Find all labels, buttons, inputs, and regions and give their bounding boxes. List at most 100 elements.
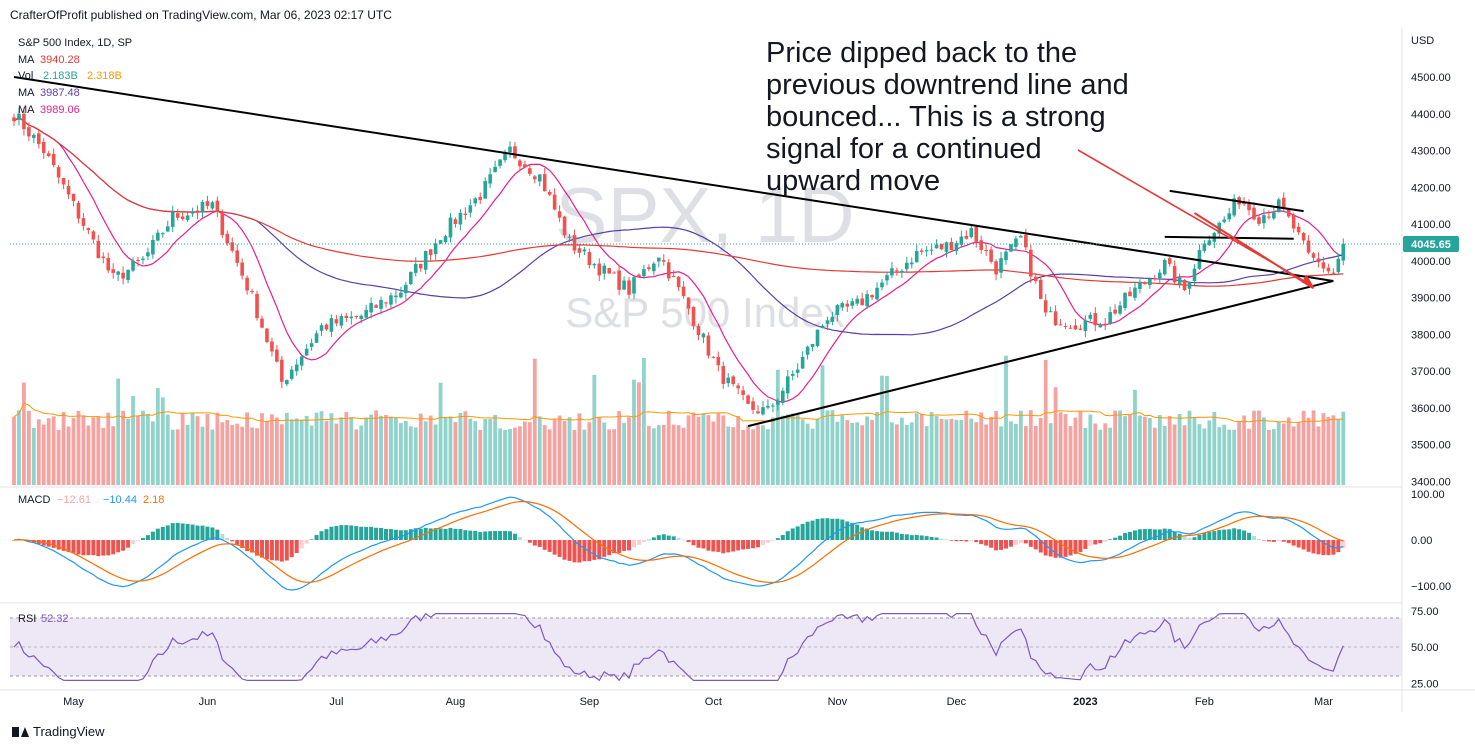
candle-body: [71, 193, 76, 201]
candle-body: [66, 186, 71, 195]
macd-tick-label: 100.00: [1411, 489, 1445, 501]
rsi-axis-ticks: 75.00 50.00 25.00: [1411, 606, 1439, 691]
volume-bar: [1009, 421, 1013, 485]
candle-body: [1108, 312, 1112, 324]
macd-histogram-bar: [319, 531, 324, 540]
volume-bar: [468, 418, 473, 485]
volume-bar: [597, 416, 602, 485]
volume-bar: [1331, 415, 1336, 485]
candle-body: [1277, 199, 1281, 213]
macd-histogram-bar: [200, 525, 205, 540]
volume-bar: [398, 423, 403, 485]
candle-body: [974, 227, 979, 242]
candle-body: [880, 282, 884, 288]
volume-bar: [1083, 427, 1088, 485]
candle-body: [1262, 215, 1266, 224]
candle-body: [751, 401, 755, 410]
volume-bar: [66, 426, 71, 485]
macd-histogram-bar: [567, 540, 572, 561]
volume-bar: [1093, 423, 1098, 485]
candle-body: [374, 305, 378, 308]
time-axis-ticks: May Jun Jul Aug Sep Oct Nov Dec 2023 Feb Mar: [63, 696, 1333, 708]
volume-bar: [1212, 412, 1217, 485]
macd-histogram-bar: [1187, 537, 1192, 540]
volume-bar: [1113, 410, 1118, 485]
macd-histogram-bar: [1192, 537, 1197, 540]
candle-body: [706, 335, 711, 356]
macd-histogram-bar: [1018, 540, 1023, 544]
candle-body: [795, 369, 800, 373]
candle-body: [379, 299, 383, 309]
candle-body: [557, 211, 562, 218]
macd-histogram-bar: [488, 531, 493, 540]
volume-bar: [1033, 425, 1038, 485]
annotation-note[interactable]: Price dipped back to the previous downtr…: [766, 37, 1129, 197]
volume-bar: [443, 416, 448, 485]
candle-body: [151, 239, 155, 255]
volume-bar: [1004, 355, 1008, 485]
volume-bar: [761, 425, 765, 485]
candle-body: [632, 277, 636, 294]
volume-bar: [1152, 427, 1157, 485]
macd-histogram-bar: [999, 540, 1004, 550]
macd-histogram-bar: [1252, 535, 1256, 540]
candle-body: [364, 309, 368, 318]
volume-bar: [26, 410, 31, 485]
candle-body: [116, 271, 120, 275]
volume-bar: [403, 421, 408, 485]
volume-bar: [1058, 412, 1063, 485]
price-tick-label: 3400.00: [1411, 476, 1451, 488]
macd-histogram-bar: [765, 540, 770, 543]
volume-bar: [800, 419, 805, 485]
macd-histogram-bar: [1281, 540, 1286, 542]
macd-histogram-bar: [522, 539, 527, 541]
macd-histogram-bar: [914, 534, 919, 540]
macd-histogram-bar: [150, 531, 155, 540]
trend-lines[interactable]: [13, 76, 1334, 428]
volume-bar: [1222, 424, 1227, 485]
candle-body: [994, 261, 998, 275]
candle-body: [185, 215, 190, 220]
macd-histogram-bar: [681, 539, 686, 541]
candles: [12, 107, 1346, 416]
macd-histogram-bar: [1023, 540, 1028, 544]
tradingview-logo[interactable]: TradingView: [12, 724, 105, 739]
macd-histogram-bar: [716, 540, 721, 552]
candle-body: [592, 263, 597, 266]
price-tick-label: 3700.00: [1411, 366, 1451, 378]
volume-bar: [1068, 426, 1073, 485]
macd-histogram-bar: [1142, 529, 1147, 540]
volume-bar: [1167, 415, 1172, 485]
macd-histogram-bar: [964, 540, 969, 542]
volume-bar: [939, 418, 944, 485]
candle-body: [493, 166, 497, 173]
volume-bar: [195, 416, 200, 485]
volume-bar: [1257, 410, 1261, 485]
candle-body: [46, 153, 51, 156]
candle-body: [627, 280, 631, 295]
volume-bar: [250, 427, 254, 485]
macd-histogram-bar: [924, 536, 929, 540]
candle-body: [835, 305, 840, 315]
macd-histogram-bar: [721, 540, 726, 554]
volume-bar: [408, 426, 413, 485]
macd-histogram-bar: [483, 531, 488, 540]
volume-bar: [671, 424, 676, 485]
candle-body: [101, 256, 106, 259]
macd-histogram-bar: [711, 540, 716, 552]
volume-bar: [91, 417, 96, 485]
candle-body: [270, 341, 274, 352]
candle-body: [1291, 214, 1296, 229]
macd-histogram-bar: [607, 540, 612, 556]
macd-histogram-bar: [453, 528, 458, 540]
candle-body: [939, 243, 944, 250]
macd-histogram-bar: [433, 528, 438, 540]
macd-histogram-bar: [76, 540, 81, 555]
macd-histogram-bar: [324, 529, 329, 540]
candle-body: [721, 366, 726, 384]
macd-histogram-bar: [582, 540, 587, 562]
volume-bar: [637, 382, 641, 485]
candle-body: [141, 258, 145, 261]
volume-bar: [349, 417, 354, 485]
